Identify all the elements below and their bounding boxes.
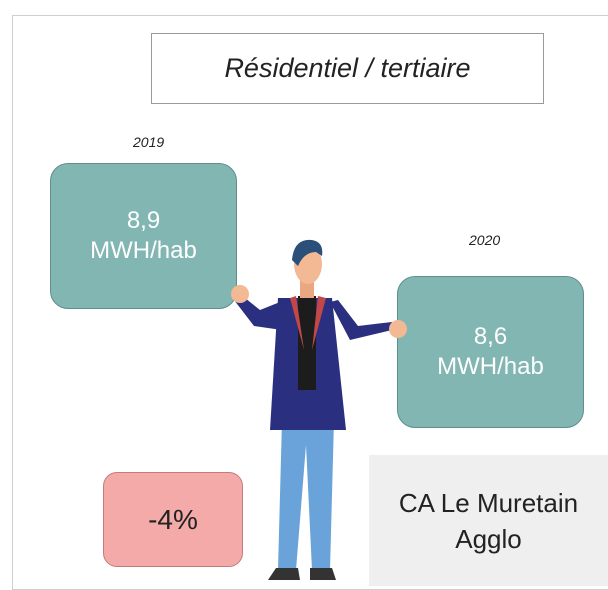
person-illustration — [220, 230, 420, 586]
value: 8,9 — [127, 206, 160, 236]
infographic: Résidentiel / tertiaire 2019 8,9 MWH/hab… — [0, 0, 608, 586]
value-box: 8,9 MWH/hab — [50, 163, 237, 309]
year-label: 2019 — [133, 134, 164, 150]
year-label: 2020 — [469, 232, 500, 248]
title: Résidentiel / tertiaire — [151, 33, 544, 104]
unit: MWH/hab — [90, 236, 197, 266]
unit: MWH/hab — [437, 352, 544, 382]
value-box: 8,6 MWH/hab — [397, 276, 584, 428]
value: 8,6 — [474, 322, 507, 352]
